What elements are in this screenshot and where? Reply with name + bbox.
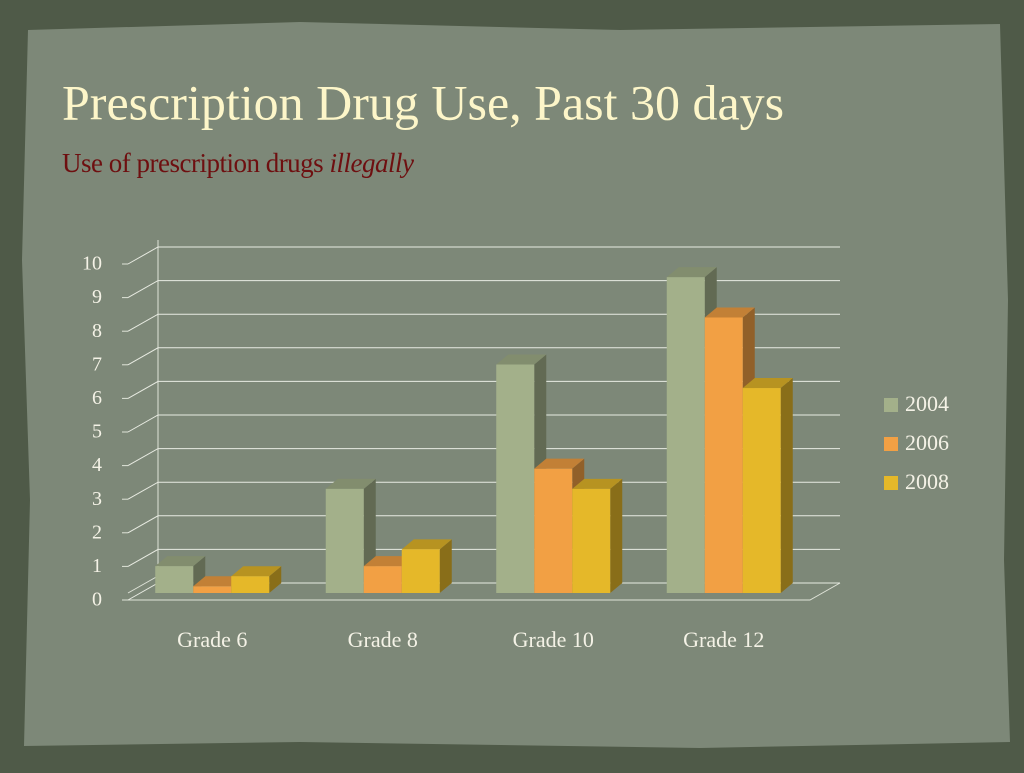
legend-label: 2004 [905,391,949,416]
bar [231,576,270,593]
y-tick-label: 5 [92,421,102,443]
bar [155,566,194,593]
bar-top [363,556,414,567]
bar-top [742,378,793,389]
bar-top [231,566,282,577]
y-tick-label: 0 [92,589,102,611]
y-tick-label: 9 [92,286,102,308]
chart-subtitle: Use of prescription drugs illegally [62,148,414,178]
bar [496,364,535,593]
x-tick-label: Grade 6 [177,627,247,652]
bar [401,549,440,593]
x-tick-label: Grade 8 [348,627,418,652]
legend-label: 2008 [905,469,949,494]
bar-top [325,478,376,489]
y-tick-label: 1 [92,555,102,577]
grid-line [127,246,840,265]
y-tick-label: 3 [92,488,102,510]
grid-line [127,313,840,332]
bar [193,586,232,593]
legend-swatch [884,476,898,490]
chart-title: Prescription Drug Use, Past 30 days [62,74,784,130]
bar-top [666,267,717,278]
y-tick-label: 2 [92,521,102,543]
bar-side [439,539,452,593]
y-tick-label: 4 [92,454,102,476]
bar [325,488,364,593]
grid-line [127,380,840,399]
subtitle-text: Use of prescription drugs [62,148,323,178]
y-tick-label: 10 [82,253,102,275]
y-tick-label: 6 [92,387,102,409]
subtitle-emphasis: illegally [329,148,413,178]
grid-line [127,448,840,467]
bar-top [155,556,206,567]
bar-side [610,478,623,593]
bar-top [401,539,452,550]
legend-swatch [884,398,898,412]
bar [742,388,781,593]
y-tick-label: 7 [92,353,102,375]
bar-top [534,458,585,469]
bar-top [496,354,547,365]
grid-line [127,347,840,366]
floor-edge [128,582,841,601]
x-tick-label: Grade 12 [683,627,764,652]
bar-side [780,378,793,593]
bar [534,468,573,593]
bar-side [269,566,282,593]
plot-area: 0 1 2 3 4 5 6 7 8 9 10 Grade 6 Grade 8 Grade 10 Grade … [82,240,949,652]
bar-top [704,307,755,318]
bar-top [572,478,623,489]
legend-swatch [884,437,898,451]
grid-line [127,280,840,299]
legend-label: 2006 [905,430,949,455]
bar [704,317,743,593]
bar-top [193,576,244,587]
bar [572,488,611,593]
x-tick-label: Grade 10 [513,627,594,652]
bar [363,566,402,593]
y-tick-label: 8 [92,320,102,342]
bar [666,277,705,593]
grid-line [127,414,840,433]
